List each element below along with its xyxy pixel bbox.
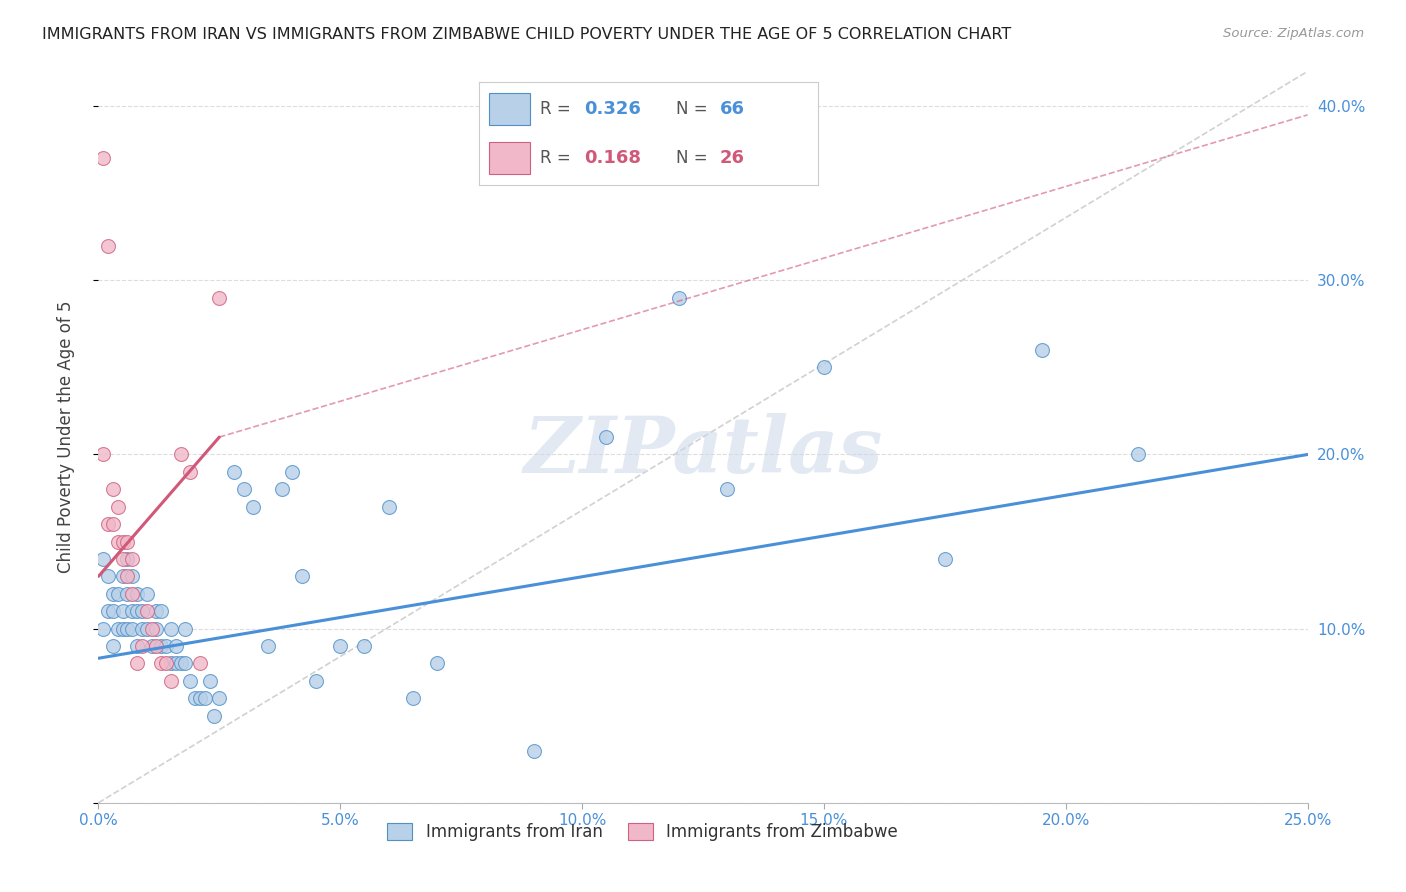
Point: [101, 639, 124, 653]
Point: [155, 657, 177, 671]
Point: [111, 552, 134, 566]
Point: [135, 587, 157, 601]
Point: [1031, 343, 1053, 357]
Point: [121, 569, 143, 583]
Point: [107, 587, 129, 601]
Point: [117, 569, 139, 583]
Point: [97, 238, 120, 252]
Point: [97, 569, 120, 583]
Point: [127, 604, 149, 618]
Point: [117, 622, 139, 636]
Point: [131, 639, 153, 653]
Point: [121, 604, 143, 618]
Point: [117, 587, 139, 601]
Point: [165, 657, 187, 671]
Point: [121, 587, 143, 601]
Point: [934, 552, 956, 566]
Text: ZIPatlas: ZIPatlas: [523, 414, 883, 490]
Point: [160, 673, 183, 688]
Point: [111, 569, 134, 583]
Point: [127, 587, 149, 601]
Point: [145, 639, 167, 653]
Point: [150, 657, 173, 671]
Point: [179, 465, 201, 479]
Point: [117, 534, 139, 549]
Point: [121, 552, 143, 566]
Point: [101, 517, 124, 532]
Point: [160, 622, 183, 636]
Point: [179, 673, 201, 688]
Point: [169, 448, 191, 462]
Point: [127, 639, 149, 653]
Point: [91, 448, 114, 462]
Text: IMMIGRANTS FROM IRAN VS IMMIGRANTS FROM ZIMBABWE CHILD POVERTY UNDER THE AGE OF : IMMIGRANTS FROM IRAN VS IMMIGRANTS FROM …: [42, 27, 1011, 42]
Point: [107, 500, 129, 514]
Point: [232, 483, 254, 497]
Point: [141, 622, 163, 636]
Point: [141, 639, 163, 653]
Point: [668, 291, 690, 305]
Legend: Immigrants from Iran, Immigrants from Zimbabwe: Immigrants from Iran, Immigrants from Zi…: [380, 814, 905, 849]
Point: [271, 483, 294, 497]
Point: [281, 465, 304, 479]
Point: [155, 639, 177, 653]
Point: [1128, 448, 1150, 462]
Point: [111, 604, 134, 618]
Point: [150, 639, 173, 653]
Point: [135, 622, 157, 636]
Point: [377, 500, 399, 514]
Point: [145, 604, 167, 618]
Point: [91, 622, 114, 636]
Point: [290, 569, 312, 583]
Point: [426, 657, 449, 671]
Point: [242, 500, 264, 514]
Point: [198, 673, 221, 688]
Point: [97, 517, 120, 532]
Point: [117, 552, 139, 566]
Point: [111, 534, 134, 549]
Point: [305, 673, 328, 688]
Point: [101, 604, 124, 618]
Point: [150, 604, 173, 618]
Point: [97, 604, 120, 618]
Point: [204, 708, 226, 723]
Point: [256, 639, 278, 653]
Point: [208, 291, 231, 305]
Point: [107, 534, 129, 549]
Point: [107, 622, 129, 636]
Point: [91, 552, 114, 566]
Point: [194, 691, 217, 706]
Y-axis label: Child Poverty Under the Age of 5: Child Poverty Under the Age of 5: [56, 301, 75, 574]
Point: [131, 604, 153, 618]
Point: [145, 622, 167, 636]
Point: [208, 691, 231, 706]
Text: Source: ZipAtlas.com: Source: ZipAtlas.com: [1223, 27, 1364, 40]
Point: [353, 639, 375, 653]
Point: [121, 622, 143, 636]
Point: [101, 587, 124, 601]
Point: [111, 622, 134, 636]
Point: [174, 622, 197, 636]
Point: [188, 657, 211, 671]
Point: [402, 691, 425, 706]
Point: [329, 639, 352, 653]
Point: [131, 622, 153, 636]
Point: [165, 639, 187, 653]
Point: [188, 691, 211, 706]
Point: [595, 430, 617, 444]
Point: [135, 604, 157, 618]
Point: [716, 483, 738, 497]
Point: [222, 465, 245, 479]
Point: [523, 743, 546, 757]
Point: [174, 657, 197, 671]
Point: [127, 657, 149, 671]
Point: [160, 657, 183, 671]
Point: [169, 657, 191, 671]
Point: [91, 152, 114, 166]
Point: [813, 360, 835, 375]
Point: [101, 483, 124, 497]
Point: [184, 691, 207, 706]
